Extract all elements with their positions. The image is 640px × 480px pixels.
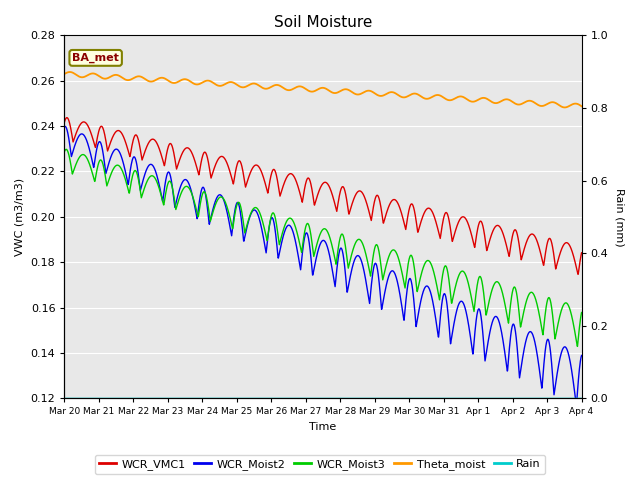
- WCR_VMC1: [547, 236, 554, 242]
- WCR_Moist3: [62, 146, 70, 152]
- Rain: [473, 396, 481, 401]
- WCR_Moist3: [205, 208, 212, 214]
- WCR_VMC1: [574, 271, 582, 277]
- WCR_Moist3: [349, 247, 357, 252]
- WCR_Moist3: [61, 149, 68, 155]
- Y-axis label: VWC (m3/m3): VWC (m3/m3): [15, 178, 25, 256]
- Theta_moist: [532, 101, 540, 107]
- Y-axis label: Rain (mm): Rain (mm): [615, 188, 625, 246]
- WCR_Moist2: [474, 311, 481, 317]
- Theta_moist: [547, 100, 554, 106]
- Line: WCR_Moist2: WCR_Moist2: [65, 126, 582, 405]
- Rain: [532, 396, 540, 401]
- WCR_Moist2: [572, 402, 580, 408]
- Line: WCR_VMC1: WCR_VMC1: [65, 118, 582, 274]
- Title: Soil Moisture: Soil Moisture: [274, 15, 372, 30]
- WCR_VMC1: [474, 229, 481, 235]
- Theta_moist: [338, 87, 346, 93]
- WCR_VMC1: [349, 198, 357, 204]
- WCR_VMC1: [338, 184, 346, 190]
- Theta_moist: [578, 103, 586, 109]
- WCR_Moist2: [61, 123, 69, 129]
- Theta_moist: [474, 97, 481, 103]
- WCR_VMC1: [205, 162, 212, 168]
- X-axis label: Time: Time: [309, 422, 337, 432]
- WCR_Moist3: [532, 298, 540, 303]
- Line: WCR_Moist3: WCR_Moist3: [65, 149, 582, 347]
- Rain: [61, 396, 68, 401]
- WCR_VMC1: [578, 250, 586, 256]
- WCR_Moist2: [547, 348, 554, 354]
- Rain: [349, 396, 356, 401]
- WCR_Moist3: [578, 310, 586, 315]
- WCR_Moist2: [578, 353, 586, 359]
- Theta_moist: [205, 78, 212, 84]
- WCR_VMC1: [63, 115, 70, 120]
- WCR_Moist2: [61, 124, 68, 130]
- WCR_VMC1: [532, 236, 540, 241]
- Legend: WCR_VMC1, WCR_Moist2, WCR_Moist3, Theta_moist, Rain: WCR_VMC1, WCR_Moist2, WCR_Moist3, Theta_…: [95, 455, 545, 474]
- Theta_moist: [561, 105, 568, 110]
- WCR_Moist2: [349, 262, 357, 267]
- WCR_Moist2: [205, 218, 212, 224]
- WCR_Moist3: [547, 298, 554, 304]
- Theta_moist: [66, 69, 74, 75]
- Theta_moist: [61, 71, 68, 77]
- Rain: [205, 396, 212, 401]
- WCR_Moist2: [338, 246, 346, 252]
- Line: Theta_moist: Theta_moist: [65, 72, 582, 108]
- Rain: [578, 396, 586, 401]
- Theta_moist: [349, 90, 357, 96]
- Text: BA_met: BA_met: [72, 53, 119, 63]
- WCR_VMC1: [61, 119, 68, 125]
- WCR_Moist3: [338, 231, 346, 237]
- WCR_Moist3: [474, 283, 481, 288]
- WCR_Moist3: [573, 344, 581, 349]
- WCR_Moist2: [532, 345, 540, 351]
- Rain: [547, 396, 554, 401]
- Rain: [338, 396, 346, 401]
